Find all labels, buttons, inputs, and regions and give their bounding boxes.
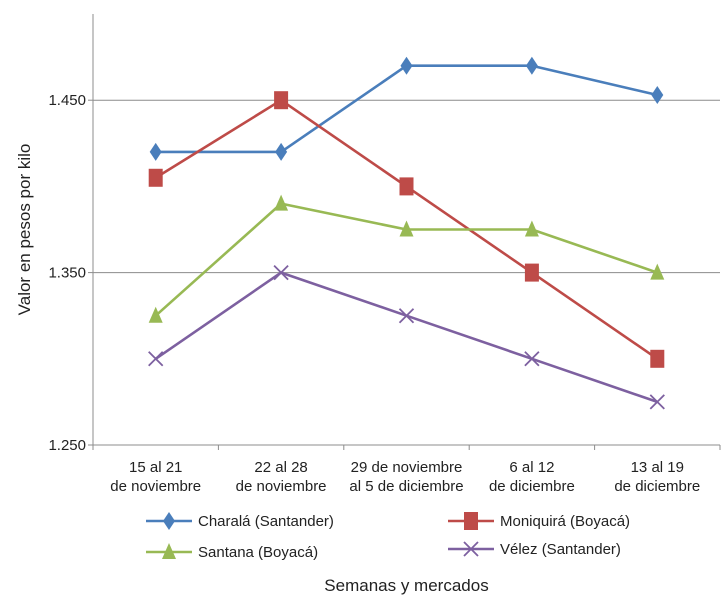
series-line-3 <box>154 271 658 404</box>
legend: Charalá (Santander) Moniquirá (Boyacá) San… <box>146 512 630 561</box>
data-point-0-1 <box>275 142 288 161</box>
legend-label-3: Vélez (Santander) <box>500 541 621 558</box>
x-tick-labels: 15 al 21 de noviembre 22 al 28 de noviembre… <box>110 459 700 495</box>
y-tick-label-0: 1.250 <box>48 437 86 454</box>
x-axis-title: Semanas y mercados <box>324 576 488 595</box>
data-point-0-0 <box>149 142 162 161</box>
legend-label-0: Charalá (Santander) <box>198 513 334 530</box>
data-point-2-1 <box>274 194 289 211</box>
data-point-3-3 <box>524 351 540 367</box>
axes <box>88 14 721 450</box>
data-point-2-2 <box>399 220 414 237</box>
gridlines <box>93 99 720 274</box>
series-line-0 <box>155 64 658 154</box>
data-point-0-4 <box>651 86 664 105</box>
legend-item-0: Charalá (Santander) <box>146 512 334 530</box>
y-axis-title: Valor en pesos por kilo <box>15 144 34 316</box>
data-point-3-4 <box>649 394 665 410</box>
x-category-label-4: 13 al 19 de diciembre <box>614 459 700 495</box>
legend-item-3: Vélez (Santander) <box>448 541 621 558</box>
data-point-3-1 <box>273 264 289 281</box>
data-point-1-4 <box>650 349 665 368</box>
y-tick-labels: 1.250 1.350 1.450 <box>48 92 86 454</box>
x-category-label-0: 15 al 21 de noviembre <box>110 459 201 495</box>
legend-marker-0 <box>163 512 175 530</box>
data-point-1-0 <box>148 168 163 187</box>
data-point-2-4 <box>650 263 665 280</box>
x-category-label-2: 29 de noviembre al 5 de diciembre <box>349 459 463 495</box>
data-point-1-2 <box>399 177 414 196</box>
legend-label-1: Moniquirá (Boyacá) <box>500 513 630 530</box>
data-point-2-3 <box>524 220 539 237</box>
data-point-1-1 <box>274 91 289 110</box>
legend-marker-1 <box>464 512 478 530</box>
series-markers <box>148 56 665 410</box>
y-tick-label-2: 1.450 <box>48 92 86 109</box>
x-category-label-1: 22 al 28 de noviembre <box>236 459 327 495</box>
data-point-3-0 <box>148 351 164 367</box>
legend-label-2: Santana (Boyacá) <box>198 544 318 561</box>
data-point-0-3 <box>525 56 538 75</box>
data-point-2-0 <box>148 306 163 323</box>
data-point-1-3 <box>524 263 539 282</box>
data-point-3-2 <box>398 308 415 324</box>
data-point-0-2 <box>400 56 413 75</box>
y-tick-label-1: 1.350 <box>48 265 86 282</box>
series-line-2 <box>154 202 658 317</box>
legend-marker-3 <box>463 541 479 557</box>
legend-marker-2 <box>162 543 176 559</box>
legend-item-1: Moniquirá (Boyacá) <box>448 512 630 530</box>
legend-item-2: Santana (Boyacá) <box>146 543 318 561</box>
x-category-label-3: 6 al 12 de diciembre <box>489 459 575 495</box>
